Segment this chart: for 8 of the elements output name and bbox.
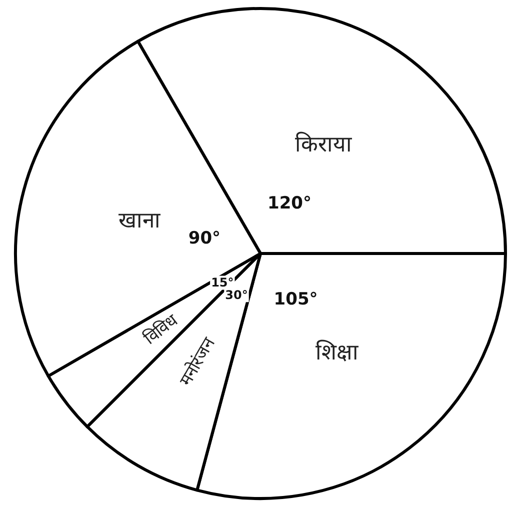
data-label: 30° (225, 288, 248, 302)
data-label: 120° (268, 193, 312, 214)
data-label: 90° (188, 228, 221, 248)
slice-label: खाना (118, 208, 160, 234)
data-label: 15° (211, 276, 234, 290)
slice-label: किराया (294, 131, 352, 158)
data-label: 105° (274, 290, 318, 310)
slice-label: शिक्षा (315, 340, 358, 366)
